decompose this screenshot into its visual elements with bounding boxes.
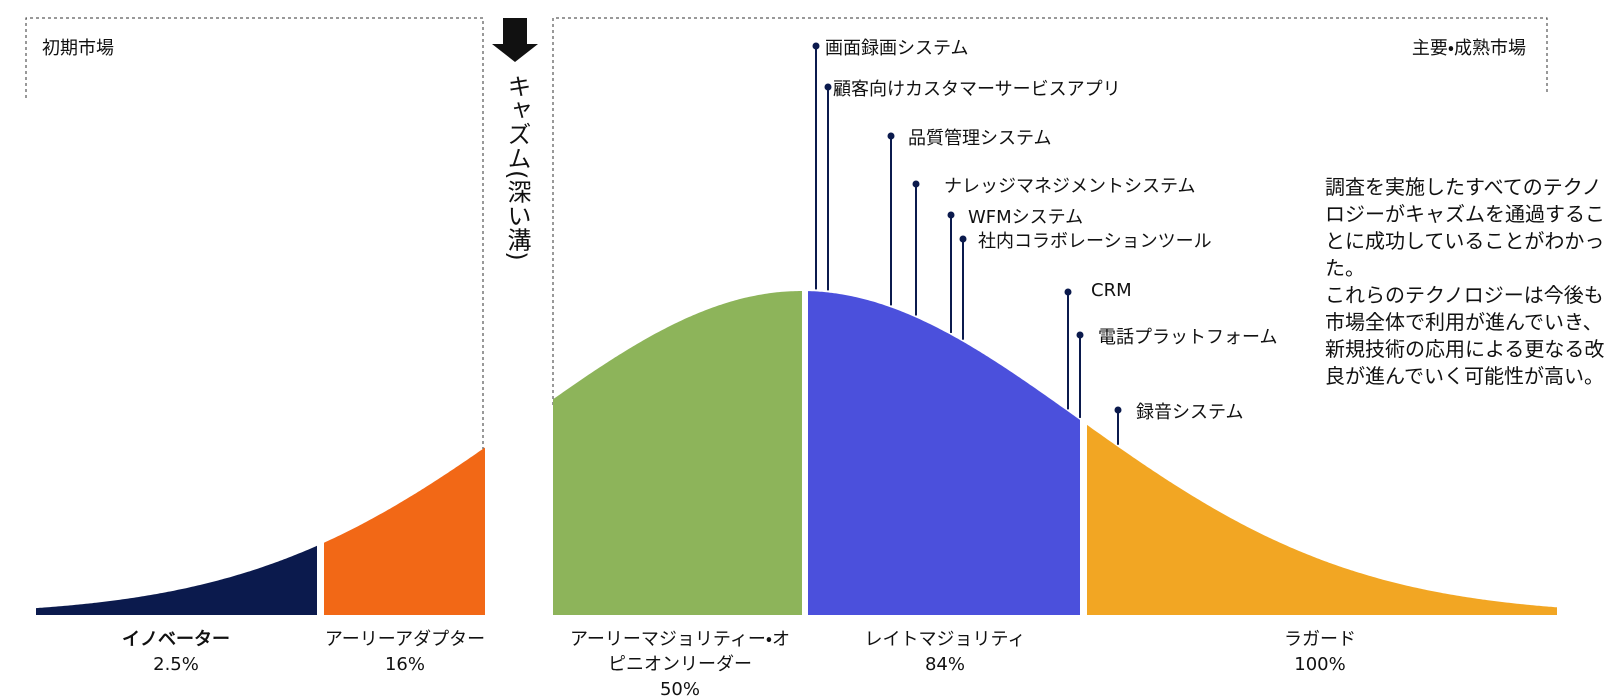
marker-dot — [959, 235, 967, 243]
segment-share: 84% — [924, 654, 965, 675]
segment-area — [324, 447, 485, 615]
segment-share: 50% — [659, 679, 700, 700]
segment-area — [1087, 424, 1557, 615]
technology-label: ナレッジマネジメントシステム — [944, 176, 1196, 197]
segment-label: レイトマジョリティ 84% — [825, 627, 1065, 677]
marker-dot — [947, 211, 955, 219]
technology-label: WFMシステム — [968, 207, 1084, 228]
segment-name: イノベーター — [122, 629, 230, 650]
segment-area — [808, 291, 1080, 615]
marker-dot — [812, 42, 820, 50]
segment-name: レイトマジョリティ — [864, 629, 1026, 650]
segment-area — [553, 291, 802, 615]
adoption-curve — [36, 291, 1557, 615]
chasm-label: キャズム(深い溝) — [503, 74, 531, 261]
segment-name: ラガード — [1284, 629, 1356, 650]
segment-share: 2.5% — [153, 654, 199, 675]
segment-name: アーリーマジョリティー・オピニオンリーダー — [570, 629, 790, 675]
technology-markers — [812, 42, 1122, 445]
technology-label: 画面録画システム — [825, 38, 969, 59]
segment-label: イノベーター 2.5% — [56, 627, 296, 677]
technology-label: 社内コラボレーションツール — [978, 231, 1212, 252]
technology-label: 顧客向けカスタマーサービスアプリ — [833, 79, 1121, 100]
segment-share: 16% — [384, 654, 425, 675]
chasm-arrow — [492, 18, 538, 62]
segment-area — [36, 545, 317, 615]
segment-name: アーリーアダプター — [324, 629, 486, 650]
technology-label: 電話プラットフォーム — [1098, 327, 1278, 348]
marker-dot — [887, 132, 895, 140]
marker-dot — [912, 180, 920, 188]
main-market-label: 主要・成熟市場 — [1411, 38, 1526, 59]
segment-label: アーリーマジョリティー・オピニオンリーダー 50% — [569, 627, 791, 700]
early-market-frame — [25, 17, 484, 452]
note: 調査を実施したすべてのテクノロジーがキャズムを通過することに成功していることがわ… — [1325, 174, 1607, 390]
market-frames — [25, 17, 1548, 452]
technology-label: 品質管理システム — [908, 128, 1052, 149]
early-market-label: 初期市場 — [42, 38, 114, 59]
technology-label: CRM — [1091, 280, 1132, 301]
segment-label: アーリーアダプター 16% — [285, 627, 525, 677]
note-paragraph: これらのテクノロジーは今後も市場全体で利用が進んでいき、新規技術の応用による更な… — [1325, 283, 1605, 388]
note-paragraph: 調査を実施したすべてのテクノロジーがキャズムを通過することに成功していることがわ… — [1325, 175, 1605, 280]
marker-dot — [1114, 406, 1122, 414]
marker-dot — [1076, 331, 1084, 339]
technology-label: 録音システム — [1136, 402, 1244, 423]
marker-dot — [824, 83, 832, 91]
marker-dot — [1064, 288, 1072, 296]
main-market-frame — [552, 17, 1548, 405]
segment-share: 100% — [1294, 654, 1346, 675]
segment-label: ラガード 100% — [1200, 627, 1440, 677]
